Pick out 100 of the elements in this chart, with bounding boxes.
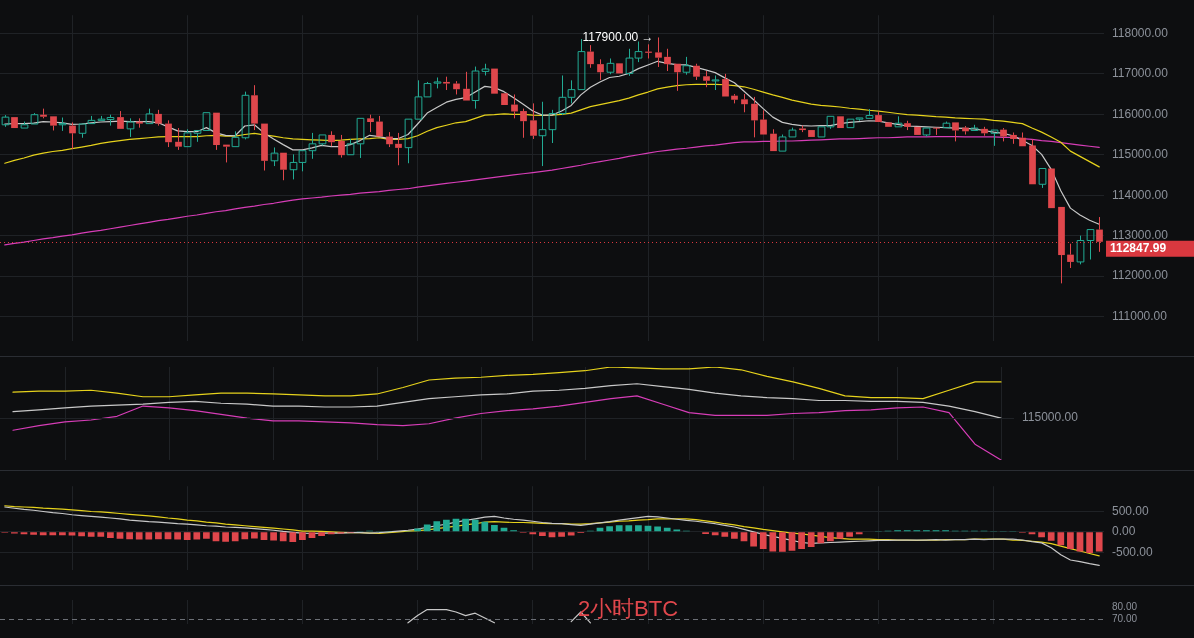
y-tick-label: 114000.00	[1112, 187, 1169, 202]
bar	[807, 532, 815, 547]
bar	[721, 532, 729, 537]
candlestick	[280, 152, 287, 181]
bar	[1095, 532, 1103, 552]
text: 115000.00	[1022, 409, 1079, 424]
ref-line-label: 112847.99	[1110, 241, 1167, 256]
candlestick	[501, 93, 508, 105]
candlestick	[760, 109, 767, 135]
candlestick	[386, 131, 393, 148]
candlestick	[1048, 168, 1055, 209]
bar	[87, 532, 95, 537]
bar	[299, 532, 306, 541]
bar	[788, 532, 796, 551]
y-tick-label: 500.00	[1112, 503, 1150, 518]
candlestick	[261, 123, 268, 172]
candlestick	[952, 122, 959, 142]
candlestick	[1096, 216, 1103, 253]
bar	[251, 532, 258, 539]
bar	[1038, 532, 1045, 538]
candlestick	[463, 71, 470, 101]
candlestick	[530, 102, 537, 140]
y-tick-label: 70.00	[1112, 612, 1138, 624]
candlestick	[338, 134, 345, 159]
y-tick-label: 0.00	[1112, 524, 1136, 539]
bar	[462, 518, 469, 532]
bar	[260, 532, 268, 541]
candlestick	[1000, 127, 1007, 142]
bar	[107, 532, 114, 538]
bar	[193, 532, 201, 540]
y-tick-label: 117000.00	[1112, 66, 1169, 81]
candlestick	[703, 70, 710, 88]
bar	[635, 525, 642, 532]
bar	[183, 532, 191, 541]
candlestick	[990, 129, 999, 147]
bar	[740, 532, 748, 542]
candlestick	[136, 117, 143, 129]
bar	[164, 532, 172, 540]
candlestick	[875, 110, 882, 122]
candlestick	[741, 93, 748, 113]
bar	[78, 532, 85, 537]
candlestick	[165, 119, 172, 148]
bar	[270, 532, 277, 541]
candlestick	[587, 44, 594, 69]
candlestick	[693, 63, 700, 81]
candlestick	[328, 130, 335, 147]
candlestick	[1010, 132, 1017, 145]
bar	[49, 532, 57, 536]
candlestick	[751, 96, 758, 138]
bar	[567, 532, 575, 536]
candlestick	[722, 73, 729, 97]
bar	[155, 532, 162, 540]
bar	[827, 532, 834, 542]
candlestick	[58, 117, 67, 132]
bar	[135, 532, 143, 540]
annotation: 117900.00 →	[582, 29, 654, 44]
bar	[116, 532, 124, 539]
bar	[846, 532, 853, 537]
candlestick	[251, 84, 258, 131]
bar	[769, 532, 777, 552]
bar	[433, 521, 441, 532]
candlestick	[616, 63, 623, 74]
bar	[491, 524, 498, 532]
candlestick	[11, 117, 18, 129]
bar	[308, 532, 316, 538]
bar	[1057, 532, 1065, 546]
bar	[779, 532, 786, 552]
candlestick	[223, 144, 230, 163]
candlestick	[453, 80, 460, 95]
bar	[59, 532, 66, 536]
bar	[625, 525, 633, 532]
bar	[798, 532, 805, 549]
y-tick-label: 118000.00	[1112, 25, 1169, 40]
candlestick	[213, 112, 220, 151]
candlestick	[270, 146, 279, 167]
candlestick	[655, 36, 662, 68]
bar	[558, 532, 565, 537]
candlestick	[885, 122, 892, 127]
bar	[222, 532, 229, 542]
candlestick	[770, 128, 777, 152]
candlestick	[981, 126, 988, 137]
bar	[231, 532, 239, 542]
candlestick	[808, 130, 815, 137]
candlestick	[395, 132, 402, 166]
candlestick	[914, 126, 921, 135]
candlestick	[1029, 138, 1036, 185]
bar	[731, 532, 738, 539]
y-tick-label: 116000.00	[1112, 106, 1169, 121]
candlestick	[443, 76, 450, 91]
bar	[750, 532, 757, 547]
candlestick	[69, 121, 76, 150]
candlestick	[1058, 206, 1065, 284]
candlestick	[1067, 243, 1074, 269]
bar	[1047, 532, 1055, 541]
candlestick	[664, 48, 671, 72]
bar	[817, 532, 825, 544]
bar	[759, 532, 767, 549]
bar	[174, 532, 181, 540]
bar	[126, 532, 133, 540]
bar	[318, 532, 325, 536]
